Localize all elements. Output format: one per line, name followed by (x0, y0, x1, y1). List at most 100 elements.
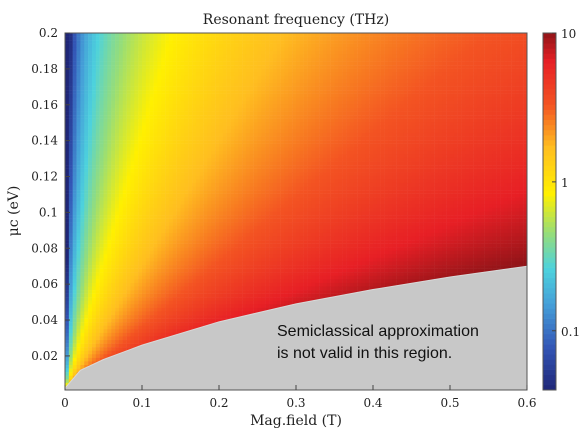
heatmap-cell (211, 40, 216, 44)
heatmap-cell (99, 172, 104, 177)
heatmap-cell (388, 165, 393, 169)
heatmap-cell (322, 172, 328, 177)
heatmap-cell (84, 43, 89, 48)
heatmap-cell (380, 125, 385, 130)
heatmap-cell (511, 82, 516, 87)
heatmap-cell (180, 168, 185, 173)
heatmap-cell (315, 33, 320, 37)
heatmap-cell (503, 33, 508, 37)
heatmap-cell (353, 57, 358, 62)
heatmap-cell (80, 86, 85, 91)
heatmap-cell (407, 97, 412, 102)
heatmap-cell (419, 97, 424, 102)
heatmap-cell (157, 111, 162, 116)
heatmap-cell (480, 79, 485, 84)
heatmap-cell (195, 140, 200, 144)
heatmap-cell (442, 122, 447, 127)
heatmap-cell (326, 72, 331, 77)
heatmap-cell (488, 132, 493, 137)
heatmap-cell (376, 143, 381, 148)
heatmap-cell (184, 136, 189, 141)
heatmap-cell (238, 97, 243, 102)
heatmap-cell (91, 68, 97, 73)
heatmap-cell (292, 136, 297, 141)
heatmap-cell (384, 175, 389, 180)
heatmap-cell (357, 61, 362, 66)
heatmap-cell (184, 161, 189, 166)
heatmap-cell (115, 43, 120, 48)
heatmap-cell (303, 179, 308, 184)
heatmap-cell (296, 93, 301, 98)
heatmap-cell (130, 68, 135, 73)
heatmap-cell (457, 40, 462, 44)
heatmap-cell (168, 93, 174, 98)
heatmap-cell (519, 143, 524, 148)
heatmap-cell (380, 168, 385, 173)
heatmap-cell (234, 75, 239, 80)
heatmap-cell (199, 107, 204, 112)
heatmap-cell (419, 125, 424, 130)
heatmap-cell (111, 157, 116, 162)
heatmap-cell (484, 143, 489, 148)
heatmap-cell (307, 175, 312, 180)
heatmap-cell (276, 115, 281, 119)
heatmap-cell (168, 97, 174, 102)
heatmap-cell (145, 75, 150, 80)
heatmap-cell (269, 157, 274, 162)
heatmap-cell (346, 50, 351, 55)
heatmap-cell (145, 179, 150, 184)
heatmap-cell (319, 111, 324, 116)
heatmap-cell (111, 129, 116, 134)
heatmap-cell (80, 179, 85, 184)
heatmap-cell (84, 125, 89, 130)
heatmap-cell (130, 157, 135, 162)
heatmap-cell (84, 179, 89, 184)
heatmap-cell (373, 111, 378, 116)
heatmap-cell (480, 68, 485, 73)
heatmap-cell (284, 165, 289, 169)
heatmap-cell (299, 33, 304, 37)
heatmap-cell (319, 33, 324, 37)
heatmap-cell (507, 136, 512, 141)
heatmap-cell (461, 65, 466, 69)
heatmap-cell (507, 47, 512, 52)
heatmap-cell (519, 61, 524, 66)
heatmap-cell (411, 125, 416, 130)
heatmap-cell (376, 97, 381, 102)
heatmap-cell (84, 175, 89, 180)
heatmap-cell (142, 150, 147, 155)
heatmap-cell (365, 57, 370, 62)
heatmap-cell (257, 157, 262, 162)
heatmap-cell (130, 150, 135, 155)
heatmap-cell (192, 68, 197, 73)
heatmap-cell (519, 57, 524, 62)
heatmap-cell (203, 161, 208, 166)
heatmap-cell (95, 61, 100, 66)
heatmap-cell (515, 100, 520, 105)
heatmap-cell (134, 172, 139, 177)
heatmap-cell (115, 179, 120, 184)
heatmap-cell (215, 100, 220, 105)
heatmap-cell (134, 36, 139, 41)
heatmap-cell (95, 33, 100, 37)
heatmap-cell (338, 125, 343, 130)
heatmap-cell (95, 36, 100, 41)
heatmap-cell (430, 50, 435, 55)
heatmap-cell (357, 68, 362, 73)
heatmap-cell (469, 132, 474, 137)
heatmap-cell (469, 147, 474, 152)
heatmap-cell (276, 136, 281, 141)
heatmap-cell (257, 165, 262, 169)
heatmap-cell (192, 132, 197, 137)
heatmap-cell (226, 161, 231, 166)
heatmap-cell (253, 40, 258, 44)
heatmap-cell (99, 97, 104, 102)
heatmap-cell (261, 43, 266, 48)
heatmap-cell (168, 129, 174, 134)
heatmap-cell (249, 79, 254, 84)
heatmap-cell (245, 40, 251, 44)
heatmap-cell (492, 40, 497, 44)
heatmap-cell (80, 107, 85, 112)
heatmap-cell (338, 72, 343, 77)
heatmap-cell (453, 172, 458, 177)
